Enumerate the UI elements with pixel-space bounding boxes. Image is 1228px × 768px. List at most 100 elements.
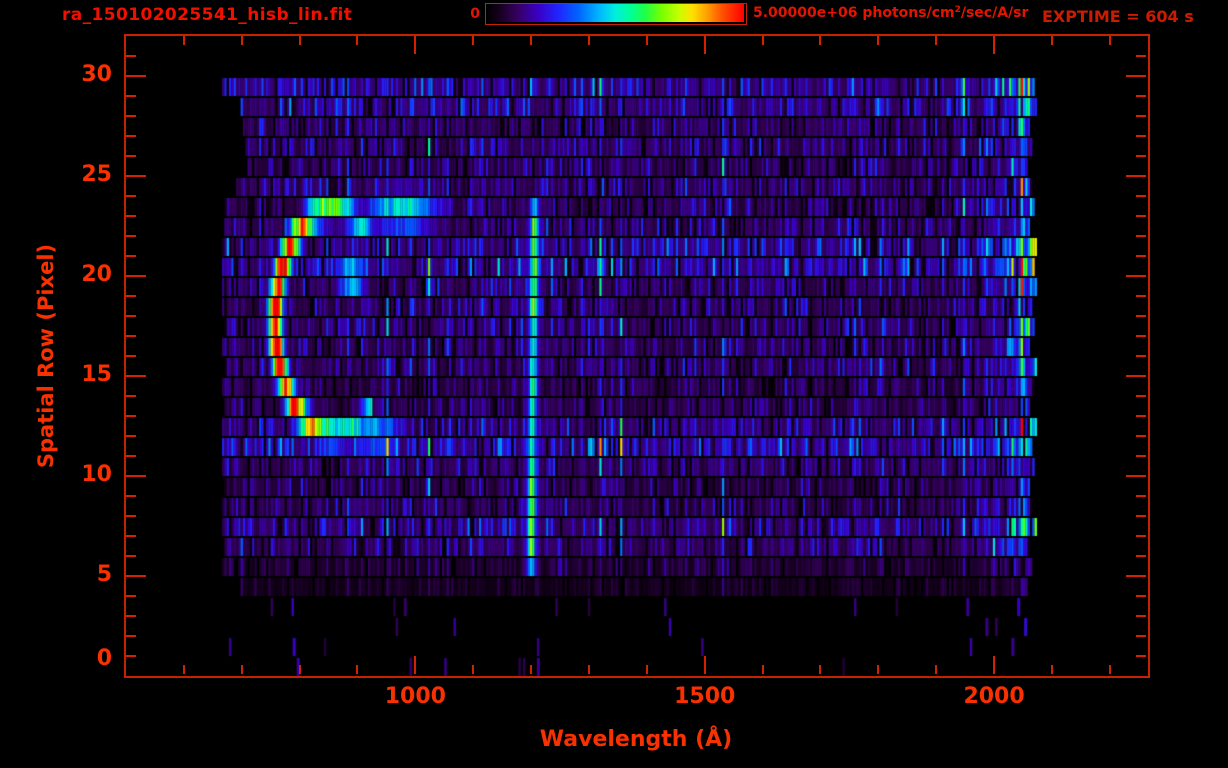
colorbar-min-label: 0 xyxy=(470,6,480,22)
axis-tick xyxy=(1136,635,1146,637)
axis-tick xyxy=(1136,435,1146,437)
axis-tick xyxy=(1136,515,1146,517)
axis-tick xyxy=(472,36,475,45)
axis-tick xyxy=(587,36,590,45)
axis-tick xyxy=(1136,455,1146,457)
axis-tick xyxy=(126,215,136,217)
axis-tick xyxy=(1136,155,1146,157)
axis-tick xyxy=(1136,295,1146,297)
axis-tick xyxy=(703,36,706,54)
axis-tick xyxy=(530,665,533,674)
axis-tick xyxy=(126,595,136,597)
colorbar xyxy=(485,3,747,25)
colorbar-units-pre: photons/cm xyxy=(857,5,955,21)
axis-tick xyxy=(1136,115,1146,117)
axis-tick xyxy=(1136,395,1146,397)
y-axis-label: Spatial Row (Pixel) xyxy=(34,243,58,469)
axis-tick xyxy=(1108,36,1111,45)
axis-tick xyxy=(1136,55,1146,57)
axis-tick xyxy=(126,315,136,317)
axis-tick xyxy=(1136,535,1146,537)
axis-tick xyxy=(126,175,146,177)
axis-tick xyxy=(877,36,880,45)
y-tick-label: 5 xyxy=(96,562,112,587)
axis-tick xyxy=(1136,95,1146,97)
x-tick-label: 1000 xyxy=(384,684,446,709)
axis-tick xyxy=(1050,665,1053,674)
y-tick-label: 30 xyxy=(81,62,112,87)
y-tick-label: 10 xyxy=(81,462,112,487)
axis-tick xyxy=(126,355,136,357)
axis-tick xyxy=(530,36,533,45)
axis-tick xyxy=(126,575,146,577)
axis-tick xyxy=(819,665,822,674)
axis-tick xyxy=(298,36,301,45)
axis-tick xyxy=(240,665,243,674)
axis-tick xyxy=(1126,375,1146,377)
colorbar-units-post: /sec/A/sr xyxy=(960,5,1029,21)
axis-tick xyxy=(126,135,136,137)
axis-tick xyxy=(126,95,136,97)
axis-tick xyxy=(126,515,136,517)
axis-tick xyxy=(126,455,136,457)
axis-tick xyxy=(645,665,648,674)
axis-tick xyxy=(126,195,136,197)
axis-tick xyxy=(819,36,822,45)
axis-tick xyxy=(1108,665,1111,674)
axis-tick xyxy=(761,665,764,674)
axis-tick xyxy=(126,75,146,77)
axis-tick xyxy=(703,656,706,674)
file-title: ra_150102025541_hisb_lin.fit xyxy=(62,5,353,25)
plot-frame xyxy=(124,34,1150,678)
axis-tick xyxy=(126,435,136,437)
axis-tick xyxy=(298,665,301,674)
axis-tick xyxy=(126,555,136,557)
axis-tick xyxy=(1050,36,1053,45)
axis-tick xyxy=(126,255,136,257)
axis-tick xyxy=(356,665,359,674)
axis-tick xyxy=(356,36,359,45)
axis-tick xyxy=(126,635,136,637)
axis-tick xyxy=(1126,475,1146,477)
axis-tick xyxy=(935,36,938,45)
axis-tick xyxy=(1136,235,1146,237)
axis-tick xyxy=(993,36,996,54)
axis-tick xyxy=(935,665,938,674)
axis-tick xyxy=(414,656,417,674)
axis-tick xyxy=(1136,595,1146,597)
axis-tick xyxy=(126,335,136,337)
colorbar-max-label: 5.00000e+06 photons/cm2/sec/A/sr xyxy=(753,5,1028,21)
y-tick-label: 15 xyxy=(81,362,112,387)
axis-tick xyxy=(126,155,136,157)
axis-tick xyxy=(587,665,590,674)
axis-tick xyxy=(126,535,136,537)
axis-tick xyxy=(126,415,136,417)
colorbar-gradient xyxy=(486,4,744,22)
axis-tick xyxy=(1136,215,1146,217)
axis-tick xyxy=(126,495,136,497)
axis-tick xyxy=(126,115,136,117)
axis-tick xyxy=(877,665,880,674)
axis-tick xyxy=(1136,555,1146,557)
axis-tick xyxy=(472,665,475,674)
axis-tick xyxy=(240,36,243,45)
axis-tick xyxy=(1136,335,1146,337)
y-tick-label: 0 xyxy=(96,646,112,671)
axis-tick xyxy=(761,36,764,45)
axis-tick xyxy=(1136,135,1146,137)
axis-tick xyxy=(1136,315,1146,317)
axis-tick xyxy=(1126,575,1146,577)
axis-tick xyxy=(126,275,146,277)
axis-tick xyxy=(645,36,648,45)
y-tick-label: 20 xyxy=(81,262,112,287)
y-tick-label: 25 xyxy=(81,162,112,187)
axis-tick xyxy=(1136,415,1146,417)
colorbar-units-sup: 2 xyxy=(954,5,961,15)
axis-tick xyxy=(126,475,146,477)
exptime-label: EXPTIME = 604 s xyxy=(1042,7,1194,26)
axis-tick xyxy=(126,615,136,617)
x-axis-label: Wavelength (Å) xyxy=(539,727,733,752)
axis-tick xyxy=(414,36,417,54)
axis-tick xyxy=(126,55,136,57)
